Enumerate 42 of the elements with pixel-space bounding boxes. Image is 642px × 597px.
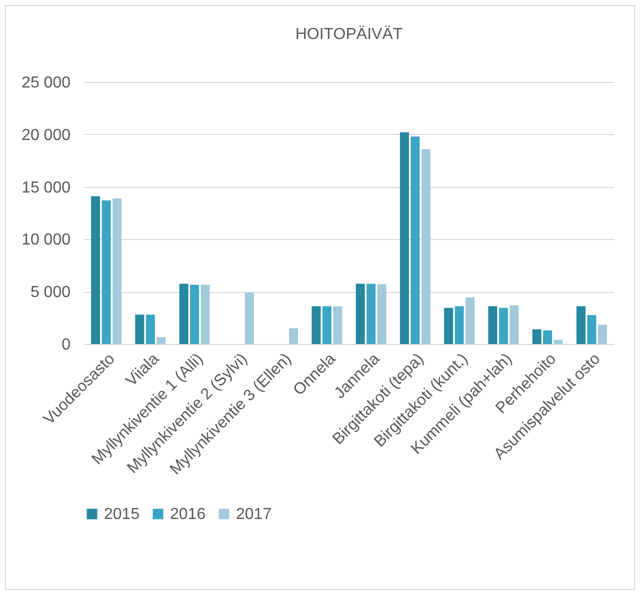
legend-label: 2015 [104,506,140,523]
bar [488,306,498,344]
y-tick-label: 25 000 [22,74,71,92]
bar [366,284,376,344]
bar [322,306,332,344]
bar [444,308,454,344]
legend-label: 2016 [170,506,206,523]
bar [498,308,508,344]
bar [289,328,298,344]
bar [454,306,464,344]
bar [200,284,210,344]
bar [532,329,542,344]
bar [576,306,586,344]
bar [587,315,596,344]
bar [554,340,563,344]
chart-title: HOITOPÄIVÄT [295,25,403,43]
bar [356,284,365,344]
bar [156,337,166,344]
bar [135,314,144,344]
bar [146,314,155,344]
bar [400,132,409,344]
y-tick-label: 20 000 [22,126,71,144]
bar [510,305,519,344]
bar [466,297,475,344]
bar [377,284,386,344]
bar [410,136,420,344]
y-tick-label: 10 000 [22,232,71,249]
bar [244,292,254,344]
bar [91,196,100,344]
bar [333,306,342,344]
bar [102,200,111,344]
y-tick-label: 0 [62,336,71,354]
bar [421,149,430,344]
bar [179,284,188,344]
bar [112,198,122,344]
bar [543,330,552,344]
y-tick-label: 15 000 [22,179,71,196]
bar [190,284,200,344]
bar [312,306,321,344]
bar [598,324,607,344]
legend-label: 2017 [236,506,272,523]
y-tick-label: 5 000 [30,284,71,302]
